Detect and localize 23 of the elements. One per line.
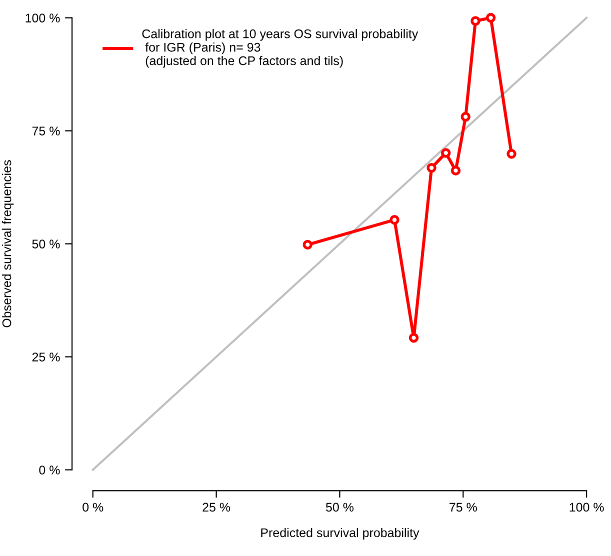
y-tick-label: 50 %: [32, 240, 60, 248]
legend-label: Calibration plot at 10 years OS survival probability for IGR (Paris) n= 93 (adjusted on the CP factors and tils): [142, 29, 418, 68]
y-tick-label: 25 %: [32, 352, 60, 362]
x-tick-label: 100 %: [570, 502, 604, 512]
point: [450, 166, 461, 176]
x-tick-label: 25 %: [202, 502, 230, 512]
x-axis-title: Predicted survival probability: [261, 528, 420, 540]
point: [506, 148, 516, 159]
point: [440, 148, 451, 158]
point: [426, 163, 436, 173]
point: [486, 12, 496, 23]
y-tick-label: 100 %: [26, 14, 60, 22]
x-tick-label: 50 %: [326, 502, 354, 512]
x-tick-label: 75 %: [450, 502, 477, 512]
point: [390, 214, 400, 225]
point: [408, 332, 419, 343]
point: [470, 16, 480, 26]
y-axis-title: Observed survival frequencies: [2, 160, 14, 328]
point: [460, 112, 470, 122]
x-tick-label: 0 %: [82, 502, 104, 512]
point: [302, 240, 312, 250]
y-tick-label: 75 %: [32, 126, 60, 136]
y-tick-label: 0 %: [39, 466, 60, 474]
